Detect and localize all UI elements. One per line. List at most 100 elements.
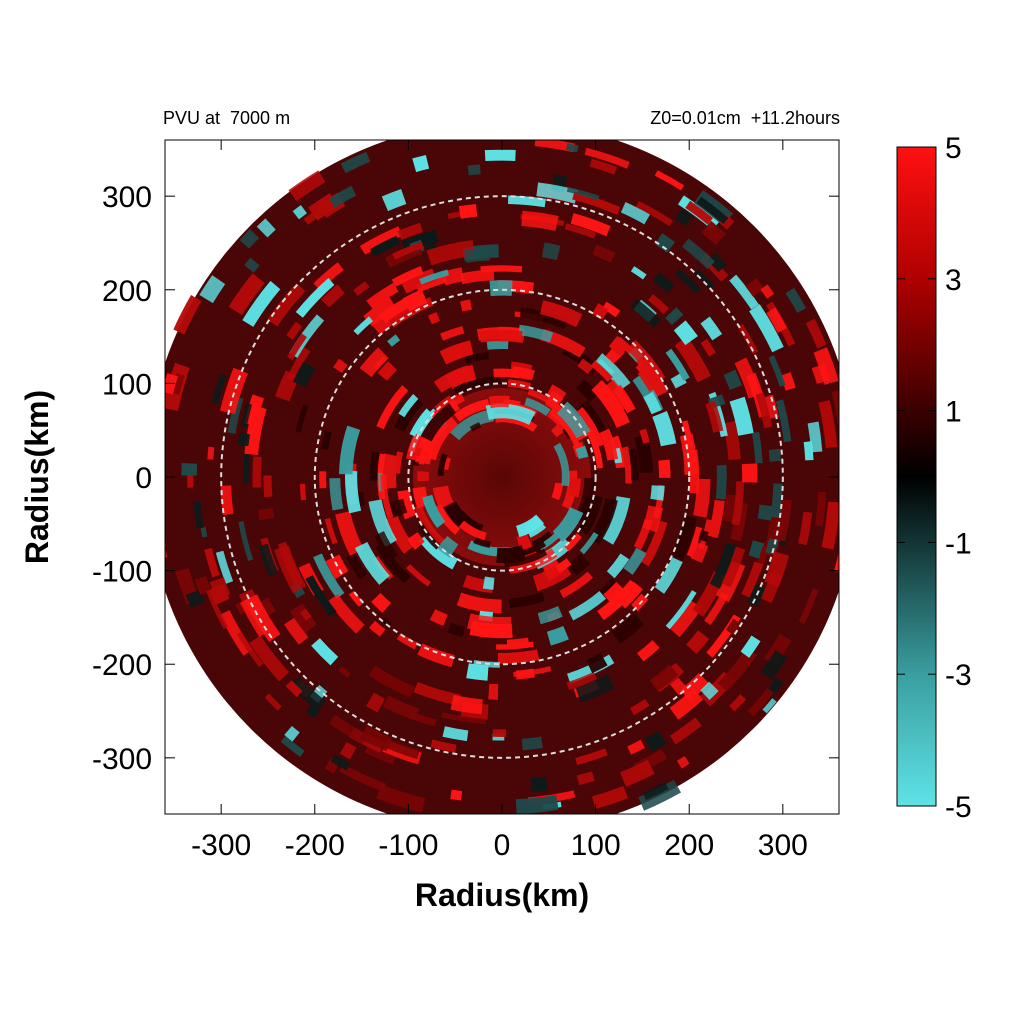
pv-patch: [394, 451, 404, 474]
pv-patch: [339, 741, 357, 760]
pv-patch: [658, 459, 671, 478]
pv-patch: [637, 640, 660, 662]
x-tick-label: 200: [664, 829, 714, 862]
pv-patch: [494, 136, 524, 137]
pv-patch: [280, 736, 305, 757]
pv-patch: [521, 736, 543, 751]
pv-patch: [670, 372, 687, 389]
pv-patch: [669, 717, 702, 745]
pv-patch: [453, 382, 470, 396]
pv-patch: [685, 200, 713, 225]
pv-patch: [591, 379, 630, 429]
pv-patch: [436, 535, 459, 558]
pv-patch: [458, 520, 487, 541]
pv-patch: [508, 591, 546, 609]
pv-patch: [412, 486, 430, 509]
pv-patch: [442, 456, 452, 471]
pv-patch: [240, 402, 253, 428]
pv-patch: [620, 202, 651, 225]
pv-patch: [553, 442, 570, 487]
pv-patch: [173, 295, 202, 335]
pv-patch: [359, 725, 393, 752]
pv-patch: [555, 558, 572, 573]
pv-patch: [311, 638, 339, 666]
pv-patch: [321, 284, 345, 308]
pv-patch: [576, 771, 595, 786]
pv-patch: [414, 504, 445, 546]
pv-patch: [813, 347, 839, 385]
pv-patch: [565, 143, 579, 153]
pv-patch: [729, 694, 747, 712]
pv-patch: [729, 396, 754, 436]
pv-patch: [437, 453, 448, 476]
pv-patch: [700, 338, 716, 357]
pv-patch: [693, 268, 715, 290]
pv-patch: [165, 547, 168, 558]
pv-patch: [627, 739, 645, 755]
pv-patch: [284, 725, 300, 742]
pv-patch: [244, 405, 267, 456]
pv-patch: [324, 758, 340, 774]
pv-patch: [676, 755, 690, 769]
pv-patch: [303, 206, 325, 225]
pv-patch: [359, 347, 389, 378]
pv-patch: [654, 557, 683, 594]
pv-patch: [391, 266, 424, 287]
pv-patch: [686, 526, 703, 558]
pv-patch: [507, 379, 531, 391]
pv-patch: [371, 592, 392, 613]
pv-patches: [165, 136, 839, 814]
pv-patch: [747, 688, 774, 717]
pv-patch: [552, 506, 584, 543]
pv-patch: [575, 748, 608, 766]
pv-patch: [584, 147, 630, 169]
pv-patch: [579, 531, 599, 555]
pv-patch: [626, 340, 666, 384]
pv-patch: [309, 684, 328, 704]
plot-area: [165, 136, 839, 814]
pv-patch: [760, 650, 788, 681]
pv-patch: [707, 394, 726, 409]
pv-patch: [339, 764, 387, 792]
pv-patch: [707, 499, 725, 539]
pv-patch: [670, 677, 688, 696]
pv-patch: [244, 257, 260, 273]
pv-patch: [544, 390, 564, 411]
pv-patch: [751, 431, 763, 464]
pv-patch: [381, 188, 407, 212]
pv-patch: [597, 579, 640, 621]
pv-patch: [700, 316, 723, 341]
pv-patch: [605, 344, 625, 364]
pv-patch: [768, 448, 781, 462]
pv-patch: [258, 508, 275, 521]
pv-patch: [252, 456, 262, 488]
pv-patch: [674, 208, 694, 227]
pv-patch: [249, 635, 290, 682]
pv-patch: [745, 278, 765, 297]
pv-patch: [575, 674, 615, 703]
pv-patch: [693, 478, 711, 518]
pv-patch: [764, 551, 790, 588]
pv-patch: [417, 523, 441, 550]
pv-patch: [608, 335, 630, 357]
pv-patch: [368, 620, 386, 637]
pv-patch: [354, 541, 390, 585]
pv-patch: [300, 608, 312, 621]
pv-patch: [209, 577, 231, 600]
pv-patch: [259, 597, 276, 617]
pv-patch: [507, 195, 546, 208]
pv-patch: [731, 481, 745, 526]
pv-patch: [420, 403, 457, 442]
pv-patch: [407, 711, 437, 727]
pv-patch: [368, 665, 415, 698]
pv-patch: [422, 494, 446, 529]
pv-patch: [509, 548, 558, 574]
pv-patch: [698, 530, 710, 542]
colorbar-tick-label: -1: [945, 527, 972, 560]
y-axis-title: Radius(km): [19, 390, 55, 564]
pv-patch: [219, 367, 249, 415]
y-tick-label: -300: [92, 743, 152, 776]
pv-patch: [805, 318, 827, 349]
pv-patch: [654, 233, 675, 253]
colorbar-tick-label: -3: [945, 659, 972, 692]
